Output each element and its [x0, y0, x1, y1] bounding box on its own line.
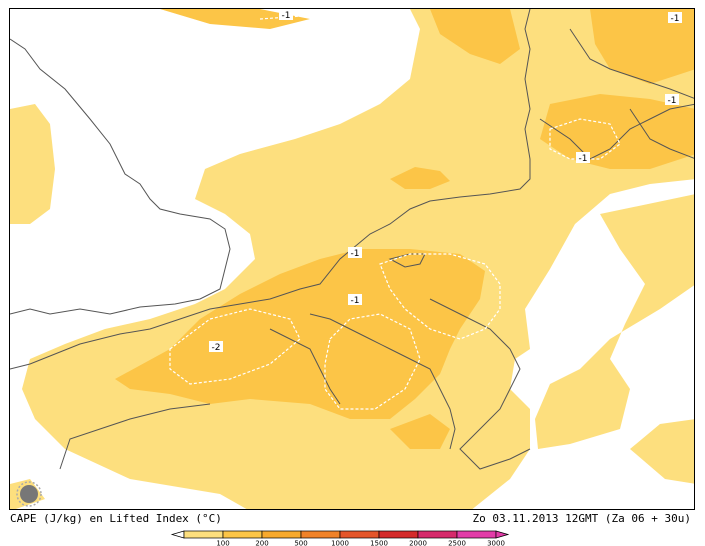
li-label-text: -1 — [351, 296, 360, 306]
legend-swatch — [417, 530, 458, 539]
li-label-text: -1 — [282, 11, 291, 21]
lifted-index-contours — [169, 13, 621, 410]
legend-swatch — [300, 530, 341, 539]
legend-swatch — [261, 530, 302, 539]
legend-label: 1000 — [331, 540, 349, 546]
li-label-text: -2 — [212, 343, 221, 353]
legend-label: 2000 — [409, 540, 427, 546]
legend-swatch — [222, 530, 263, 539]
li-label-text: -1 — [579, 154, 588, 164]
legend-label: 2500 — [448, 540, 466, 546]
legend-label: 500 — [294, 540, 307, 546]
legend-label: 3000 — [487, 540, 505, 546]
li-label-netherlands: -1 — [348, 247, 362, 259]
legend-label: 100 — [216, 540, 229, 546]
li-label-group: -1 -1 -1 -1 -1 -1 -2 — [209, 9, 682, 353]
li-label-germany-coast: -1 — [665, 94, 679, 106]
legend-swatch — [378, 530, 419, 539]
legend-swatch — [456, 530, 497, 539]
li-label-france: -2 — [209, 341, 223, 353]
legend-swatch — [339, 530, 380, 539]
li-label-top-center: -1 — [279, 9, 293, 21]
legend-label: 1500 — [370, 540, 388, 546]
map-frame: -1 -1 -1 -1 -1 -1 -2 — [9, 8, 695, 510]
li-label-top-right: -1 — [668, 12, 682, 24]
legend-arrow-low — [170, 530, 185, 539]
li-label-text: -1 — [671, 14, 680, 24]
li-label-text: -1 — [668, 96, 677, 106]
coastlines — [10, 9, 694, 470]
map-caption-title: CAPE (J/kg) en Lifted Index (°C) — [10, 512, 222, 525]
li-label-belgium: -1 — [348, 294, 362, 306]
map-caption-timestamp: Zo 03.11.2013 12GMT (Za 06 + 30u) — [472, 512, 691, 525]
legend-arrow-high — [495, 530, 510, 539]
cape-map: -1 -1 -1 -1 -1 -1 -2 — [10, 9, 694, 509]
li-label-text: -1 — [351, 249, 360, 259]
legend-label: 200 — [255, 540, 268, 546]
cape-legend: 100 200 500 1000 1500 2000 2500 3000 — [170, 530, 510, 546]
sun-logo-icon — [16, 481, 42, 507]
li-label-denmark: -1 — [576, 152, 590, 164]
legend-swatch — [183, 530, 224, 539]
